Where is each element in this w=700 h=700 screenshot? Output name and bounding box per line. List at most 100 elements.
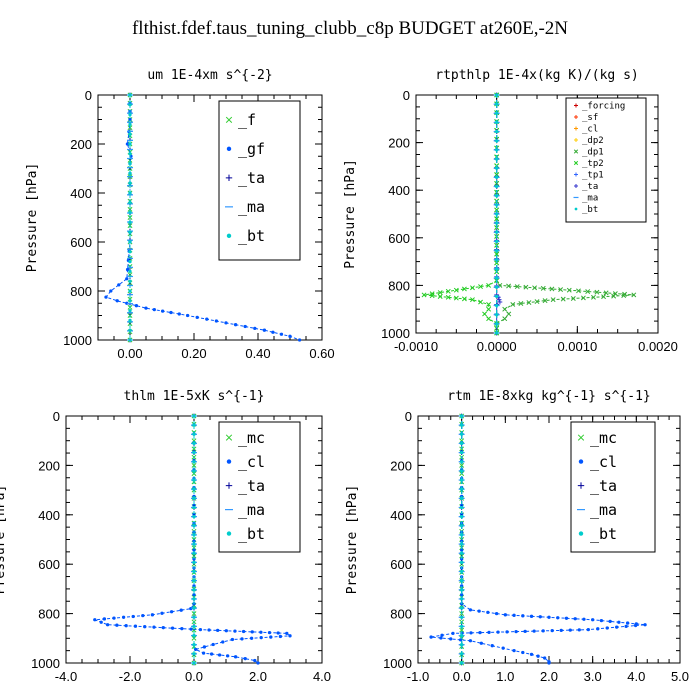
- data-point: [460, 557, 464, 561]
- data-point: [460, 542, 464, 546]
- data-point: [421, 292, 427, 298]
- data-point: [514, 629, 518, 634]
- data-point: [109, 289, 113, 293]
- data-point: [496, 297, 502, 303]
- data-point: [128, 142, 132, 146]
- data-point: [497, 299, 503, 305]
- data-point: [547, 615, 551, 619]
- data-point: [625, 621, 630, 625]
- x-tick-label: 0.0: [185, 669, 203, 684]
- data-point: [585, 289, 591, 294]
- data-point: [512, 613, 516, 617]
- y-axis-label: Pressure [hPa]: [343, 159, 358, 269]
- data-point: [243, 324, 247, 329]
- x-tick-label: 0.0000: [477, 339, 517, 354]
- data-point: [453, 287, 459, 293]
- legend-label: _dp1: [582, 148, 604, 158]
- y-tick-label: 1000: [31, 656, 60, 671]
- data-point: [128, 103, 132, 107]
- data-point: [490, 644, 494, 648]
- data-point: [582, 617, 586, 621]
- data-point: [192, 414, 196, 418]
- data-point: [170, 626, 175, 630]
- data-point: [205, 317, 209, 321]
- y-tick-label: 0: [85, 88, 92, 103]
- data-point: [576, 288, 581, 294]
- series-bt: [495, 93, 499, 335]
- data-point: [440, 633, 444, 637]
- legend-marker: [225, 116, 233, 124]
- legend-label: _bt: [238, 525, 265, 543]
- data-point: [460, 661, 464, 665]
- y-tick-label: 600: [70, 235, 92, 250]
- data-point: [128, 338, 132, 342]
- data-point: [461, 296, 467, 302]
- data-point: [128, 161, 132, 166]
- data-point: [494, 180, 500, 186]
- legend-label: _ma: [582, 194, 598, 204]
- data-point: [115, 299, 119, 303]
- data-point: [128, 240, 132, 244]
- data-point: [506, 311, 512, 317]
- data-point: [249, 636, 254, 640]
- data-point: [477, 609, 481, 613]
- legend-label: _ta: [238, 477, 265, 495]
- legend-label: _tp1: [582, 171, 604, 181]
- data-point: [285, 631, 289, 636]
- legend-box: [218, 100, 301, 261]
- data-point: [128, 152, 132, 156]
- data-point: [482, 311, 488, 317]
- x-tick-label: -4.0: [55, 669, 77, 684]
- data-point: [468, 639, 473, 643]
- data-point: [521, 614, 525, 618]
- data-point: [458, 638, 463, 642]
- data-point: [495, 102, 499, 106]
- data-point: [125, 267, 130, 272]
- data-point: [278, 634, 283, 639]
- data-point: [201, 651, 206, 655]
- legend-label: _forcing: [582, 102, 625, 112]
- data-point: [93, 618, 97, 622]
- data-point: [568, 628, 572, 632]
- data-point: [495, 212, 499, 216]
- y-tick-label: 600: [390, 557, 412, 572]
- data-point: [460, 643, 464, 647]
- y-tick-label: 1000: [381, 326, 410, 341]
- y-axis-label: Pressure [hPa]: [0, 485, 8, 595]
- x-tick-label: 4.0: [627, 669, 645, 684]
- data-point: [495, 221, 499, 225]
- data-point: [599, 618, 604, 623]
- data-point: [429, 291, 435, 297]
- x-tick-label: 0.40: [245, 346, 270, 361]
- data-point: [152, 625, 156, 629]
- data-point: [224, 321, 228, 325]
- legend: _f _gf _ta _ma _bt: [218, 100, 301, 261]
- data-point: [253, 658, 257, 663]
- data-point: [460, 469, 464, 473]
- data-point: [536, 654, 540, 658]
- data-point: [486, 610, 490, 615]
- data-point: [144, 306, 148, 310]
- legend-label: _f: [238, 111, 256, 129]
- data-point: [152, 307, 156, 312]
- data-point: [495, 93, 499, 97]
- data-point: [160, 611, 164, 615]
- data-point: [128, 318, 132, 323]
- data-point: [192, 661, 196, 665]
- data-point: [460, 569, 464, 574]
- data-point: [603, 290, 609, 296]
- data-point: [532, 629, 536, 633]
- data-point: [192, 615, 196, 619]
- data-point: [233, 323, 238, 327]
- data-point: [128, 328, 132, 332]
- data-point: [216, 628, 220, 633]
- data-point: [532, 285, 538, 291]
- legend-marker: [225, 434, 233, 441]
- x-tick-label: -0.0010: [394, 339, 438, 354]
- legend-label: _dp2: [582, 136, 604, 146]
- data-point: [214, 319, 219, 323]
- data-point: [240, 637, 244, 641]
- data-point: [179, 608, 183, 612]
- legend-box: [565, 97, 647, 223]
- x-tick-label: 2.0: [249, 669, 267, 684]
